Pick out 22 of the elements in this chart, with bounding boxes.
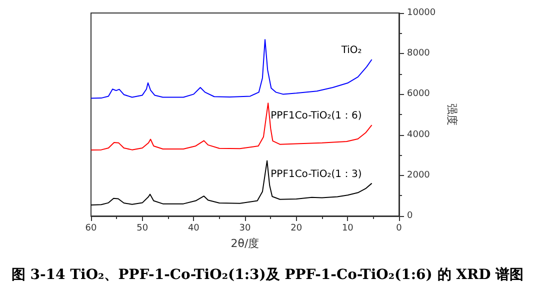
x-tick-label: 40	[188, 224, 200, 234]
text: 图 3-14 TiO₂、PPF-1-Co-TiO₂(1:3)及 PPF-1-Co-TiO₂(1:6) 的 XRD 谱图	[11, 266, 524, 283]
series-label: PPF1Co-TiO₂(1：3)	[270, 168, 362, 180]
y-axis-title: 强度	[446, 104, 459, 126]
y-tick-label: 0	[407, 211, 413, 221]
y-tick-label: 8000	[407, 48, 430, 59]
line-series	[90, 160, 372, 206]
y-tick-label: 10000	[407, 8, 436, 18]
y-tick-label: 6000	[407, 89, 430, 100]
x-tick-label: 60	[85, 224, 97, 234]
series-label: TiO₂	[340, 44, 362, 56]
x-tick-label: 50	[136, 224, 148, 234]
x-tick-label: 20	[290, 224, 302, 234]
series-label: PPF1Co-TiO₂(1：6)	[270, 110, 362, 122]
x-tick-label: 0	[396, 224, 402, 234]
x-axis-title: 2θ/度	[230, 237, 260, 250]
x-tick-label: 30	[239, 224, 251, 234]
line-series	[90, 102, 372, 151]
y-tick-label: 4000	[407, 130, 430, 140]
y-tick-label: 2000	[407, 170, 430, 180]
line-series	[90, 39, 372, 99]
x-tick-label: 10	[342, 224, 354, 234]
